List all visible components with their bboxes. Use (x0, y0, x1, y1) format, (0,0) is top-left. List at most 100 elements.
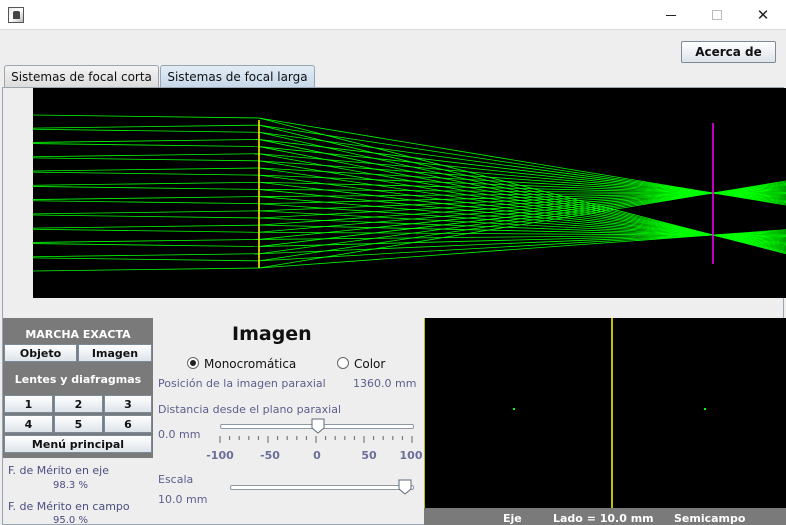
ray-segment (33, 228, 260, 233)
ray-segment (712, 180, 786, 194)
ray-segment (258, 234, 714, 247)
ray-segment (258, 192, 714, 255)
ray-segment (258, 192, 714, 247)
ray-segment (33, 128, 260, 133)
maximize-icon (712, 10, 722, 20)
ray-segment (33, 267, 260, 272)
tick-label-100: 100 (399, 449, 423, 462)
distance-slider-ticks (219, 436, 413, 443)
lenses-title: Lentes y diafragmas (14, 373, 142, 386)
ray-segment (258, 131, 714, 194)
about-button[interactable]: Acerca de (681, 41, 776, 63)
spot-field-label: Semicampo (674, 512, 746, 525)
spot-side-label: Lado = 10.0 mm (553, 512, 654, 525)
ray-trace-svg (33, 114, 786, 272)
ray-segment (33, 200, 260, 205)
ray-segment (33, 210, 260, 215)
ray-segment (258, 234, 714, 240)
ray-segment (33, 181, 260, 186)
lens-button-5[interactable]: 5 (54, 415, 103, 433)
ray-segment (712, 229, 786, 236)
main-menu-button[interactable]: Menú principal (4, 435, 152, 453)
ray-segment (258, 192, 714, 219)
exact-trace-panel: MARCHA EXACTA Objeto Imagen Lentes y dia… (3, 318, 153, 458)
ray-segment (33, 257, 260, 262)
ray-segment (258, 160, 714, 194)
ray-segment (33, 239, 260, 243)
app-icon (8, 7, 24, 23)
ray-segment (258, 189, 714, 194)
merit-axis-value: 98.3 % (53, 480, 88, 491)
field-spot (704, 408, 706, 410)
ray-segment (33, 157, 260, 162)
ray-segment (33, 167, 260, 172)
color-radio-label: Color (354, 357, 386, 371)
distance-slider-thumb[interactable] (311, 418, 325, 434)
spot-diagram-svg (423, 318, 706, 508)
merit-field-label: F. de Mérito en campo (8, 500, 130, 513)
ray-segment (258, 192, 714, 240)
ray-segment (258, 192, 714, 212)
tick-label-minus-50: -50 (260, 449, 280, 462)
ray-segment (258, 192, 714, 262)
scale-slider-thumb[interactable] (398, 479, 412, 495)
ray-segment (258, 203, 714, 236)
lens-button-1[interactable]: 1 (4, 395, 53, 413)
ray-segment (258, 192, 714, 205)
ray-segment (258, 124, 714, 194)
paraxial-position-label: Posición de la imagen paraxial (158, 377, 326, 390)
ray-segment (258, 196, 714, 236)
ray-segment (258, 139, 714, 236)
tick-label-0: 0 (313, 449, 321, 462)
ray-segment (33, 253, 260, 258)
ray-segment (258, 153, 714, 236)
ray-segment (258, 167, 714, 236)
exact-trace-title: MARCHA EXACTA (25, 328, 131, 341)
ray-segment (258, 117, 714, 194)
lens-button-4[interactable]: 4 (4, 415, 53, 433)
scale-value: 10.0 mm (158, 493, 208, 506)
title-bar: ✕ (0, 0, 786, 30)
ray-segment (258, 210, 714, 236)
tab-short-focal[interactable]: Sistemas de focal corta (4, 65, 159, 87)
minimize-button[interactable] (648, 0, 694, 30)
ray-segment (258, 217, 714, 236)
ray-segment (33, 124, 260, 129)
ray-segment (33, 153, 260, 158)
ray-segment (258, 192, 714, 197)
tab-long-focal[interactable]: Sistemas de focal larga (160, 65, 315, 87)
ray-segment (33, 171, 260, 176)
ray-segment (258, 124, 714, 236)
image-button[interactable]: Imagen (78, 344, 152, 362)
ray-segment (33, 224, 260, 229)
close-icon: ✕ (756, 6, 770, 24)
distance-value: 0.0 mm (158, 428, 201, 441)
spot-diagram-view (423, 318, 786, 508)
ray-segment (33, 214, 260, 219)
ray-segment (33, 114, 260, 119)
scale-slider-track[interactable] (230, 485, 414, 490)
spot-axis-label: Eje (503, 512, 522, 525)
ray-segment (258, 174, 714, 236)
merit-field-value: 95.0 % (53, 515, 88, 525)
ray-segment (33, 196, 260, 200)
lens-button-3[interactable]: 3 (104, 395, 152, 413)
distance-label: Distancia desde el plano paraxial (158, 403, 341, 416)
scale-label: Escala (158, 473, 194, 486)
ray-segment (33, 139, 260, 143)
lens-button-2[interactable]: 2 (54, 395, 103, 413)
ray-segment (33, 186, 260, 190)
maximize-button[interactable] (694, 0, 740, 30)
ray-segment (258, 224, 714, 236)
ray-segment (258, 189, 714, 236)
ray-segment (258, 146, 714, 194)
mono-radio[interactable] (187, 357, 199, 369)
ray-segment (258, 234, 714, 269)
lens-button-6[interactable]: 6 (104, 415, 152, 433)
close-button[interactable]: ✕ (740, 0, 786, 30)
color-radio[interactable] (337, 357, 349, 369)
axis-spot (513, 408, 515, 410)
ray-segment (258, 146, 714, 236)
object-button[interactable]: Objeto (4, 344, 77, 362)
ray-segment (258, 192, 714, 269)
